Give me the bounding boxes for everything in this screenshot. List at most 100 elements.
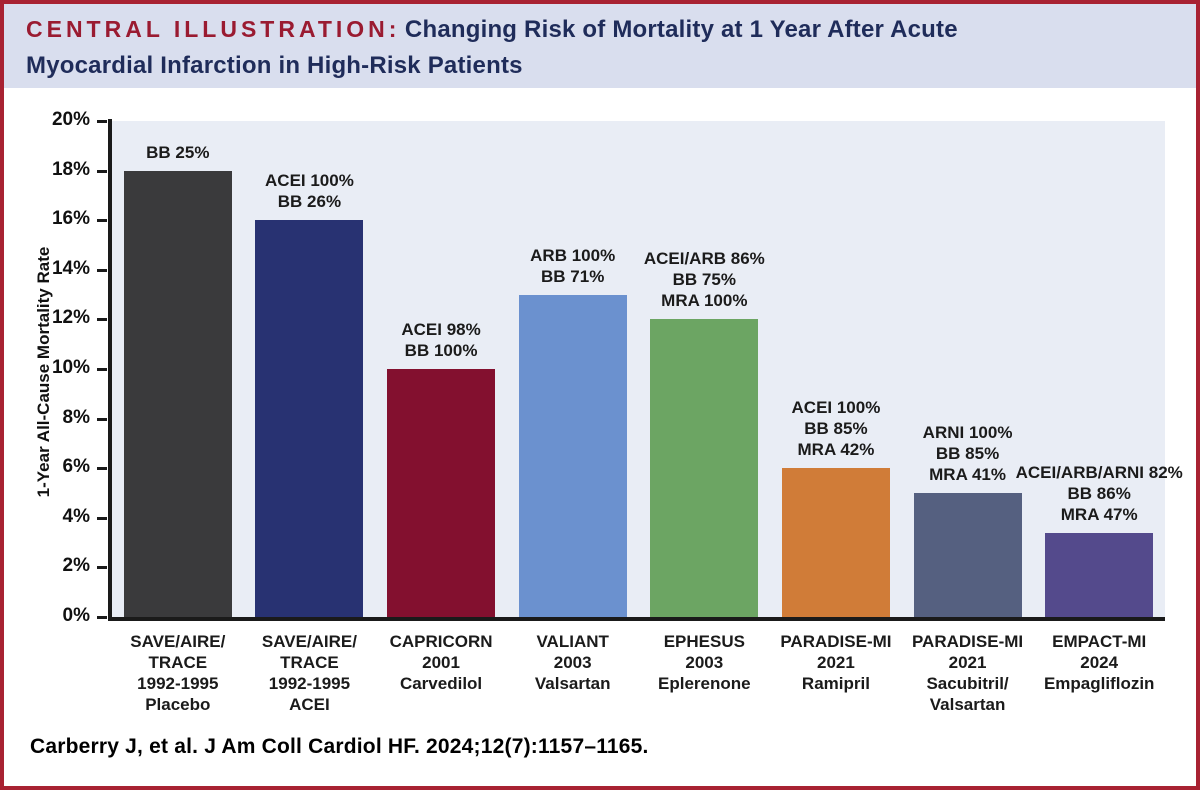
bar-annotation-6: ACEI 100% BB 85% MRA 42% <box>636 397 1036 460</box>
central-illustration-label: CENTRAL ILLUSTRATION: <box>26 16 401 42</box>
category-line: ACEI <box>289 695 330 714</box>
annotation-line: MRA 41% <box>929 465 1006 484</box>
category-label-1: SAVE/AIRE/TRACE 1992-1995 Placebo <box>98 631 258 715</box>
category-label-2: SAVE/AIRE/TRACE 1992-1995 ACEI <box>229 631 389 715</box>
y-tick-label: 2% <box>62 555 90 577</box>
y-tick <box>97 219 107 223</box>
y-tick <box>97 368 107 371</box>
category-label-7: PARADISE-MI 2021 Sacubitril/Valsartan <box>888 631 1048 715</box>
y-tick-label: 4% <box>62 505 90 527</box>
bar-annotation-4: ARB 100% BB 71% <box>373 245 773 287</box>
y-tick-label: 6% <box>62 456 90 478</box>
citation-text: Carberry J, et al. J Am Coll Cardiol HF.… <box>30 735 649 758</box>
annotation-line: BB 100% <box>404 341 478 360</box>
x-axis-line <box>108 617 1165 621</box>
y-tick-label: 16% <box>51 208 90 230</box>
annotation-line: ARB 100% <box>530 245 616 265</box>
annotation-line: ACEI 100% <box>791 398 881 418</box>
bar-annotation-8: ACEI/ARB/ARNI 82% BB 86% MRA 47% <box>899 462 1196 525</box>
category-line: Eplerenone <box>658 674 751 693</box>
bar-6 <box>781 468 890 617</box>
annotation-line: MRA 42% <box>797 440 875 460</box>
bar-5 <box>650 319 759 617</box>
category-label-6: PARADISE-MI 2021 Ramipril <box>756 631 916 694</box>
category-label-8: EMPACT-MI 2024 Empagliflozin <box>1019 631 1179 694</box>
annotation-line: ARNI 100% <box>922 423 1013 442</box>
annotation-line: ACEI/ARB 86% <box>643 249 765 269</box>
y-tick <box>97 318 107 322</box>
y-axis-line <box>108 119 112 621</box>
annotation-line: BB 25% <box>146 142 210 162</box>
annotation-line: MRA 100% <box>661 291 748 311</box>
annotation-line: BB 75% <box>672 270 736 290</box>
category-line: EMPACT-MI <box>1052 632 1147 651</box>
category-line: 2003 <box>685 653 724 672</box>
y-tick <box>97 169 107 173</box>
y-tick <box>97 616 107 619</box>
y-tick-label: 10% <box>51 357 90 378</box>
category-label-4: VALIANT 2003 Valsartan <box>493 631 653 694</box>
bar-annotation-7: ARNI 100% BB 85% MRA 41% <box>768 422 1168 485</box>
category-line: 1992-1995 <box>137 674 219 693</box>
y-tick <box>97 566 107 570</box>
annotation-line: BB 85% <box>935 444 1000 463</box>
category-line: EPHESUS <box>663 632 745 651</box>
y-tick <box>97 120 107 123</box>
figure-title-line1: Changing Risk of Mortality at 1 Year Aft… <box>404 16 958 43</box>
category-line: Carvedilol <box>399 674 483 693</box>
category-line: TRACE <box>148 653 208 672</box>
bar-annotation-3: ACEI 98% BB 100% <box>241 319 641 361</box>
bar-7 <box>913 493 1022 617</box>
header-band: CENTRAL ILLUSTRATION: Changing Risk of M… <box>4 4 1196 88</box>
annotation-line: BB 85% <box>804 419 868 439</box>
annotation-line: ACEI/ARB/ARNI 82% <box>1015 462 1183 482</box>
category-line: Valsartan <box>929 695 1006 714</box>
y-tick-label: 8% <box>62 406 90 428</box>
y-tick <box>97 516 107 520</box>
category-line: VALIANT <box>536 632 609 651</box>
category-line: PARADISE-MI <box>911 632 1024 651</box>
y-tick-label: 12% <box>51 307 90 329</box>
bar-3 <box>387 369 496 617</box>
annotation-line: ACEI 98% <box>401 320 481 339</box>
bar-2 <box>255 220 364 617</box>
y-tick-label: 14% <box>51 257 90 279</box>
category-label-5: EPHESUS 2003 Eplerenone <box>624 631 784 694</box>
bar-8 <box>1045 532 1154 617</box>
category-line: CAPRICORN <box>389 632 493 651</box>
category-line: 1992-1995 <box>268 674 351 693</box>
annotation-line: ACEI 100% <box>265 171 354 191</box>
figure-title-line2: Myocardial Infarction in High-Risk Patie… <box>26 52 523 79</box>
y-tick-label: 20% <box>51 109 90 130</box>
bar-annotation-2: ACEI 100% BB 26% <box>109 170 509 212</box>
annotation-line: BB 26% <box>277 192 342 212</box>
category-line: TRACE <box>280 653 339 672</box>
annotation-line: BB 71% <box>541 266 605 286</box>
bar-annotation-5: ACEI/ARB 86% BB 75% MRA 100% <box>504 248 904 311</box>
category-line: PARADISE-MI <box>780 632 892 651</box>
category-line: 2024 <box>1080 653 1119 672</box>
category-line: SAVE/AIRE/ <box>130 632 226 651</box>
y-tick-label: 18% <box>51 158 90 180</box>
bar-4 <box>518 294 627 617</box>
annotation-line: BB 86% <box>1067 483 1131 503</box>
bar-annotation-1: BB 25% <box>4 142 378 163</box>
category-line: 2001 <box>422 653 460 672</box>
y-tick <box>97 467 107 471</box>
category-line: Ramipril <box>801 674 870 693</box>
y-tick <box>97 268 107 272</box>
y-tick <box>97 417 107 421</box>
category-line: Sacubitril/ <box>926 674 1009 693</box>
bar-1 <box>123 170 232 617</box>
category-line: Empagliflozin <box>1043 674 1155 693</box>
annotation-line: MRA 47% <box>1060 504 1138 524</box>
y-tick-label: 0% <box>62 605 90 626</box>
category-line: 2003 <box>553 653 592 672</box>
category-line: 2021 <box>817 653 855 672</box>
category-line: Valsartan <box>534 674 611 693</box>
category-line: SAVE/AIRE/ <box>261 632 357 651</box>
category-line: Placebo <box>145 695 211 714</box>
category-line: 2021 <box>948 653 987 672</box>
category-label-3: CAPRICORN 2001 Carvedilol <box>361 631 521 694</box>
